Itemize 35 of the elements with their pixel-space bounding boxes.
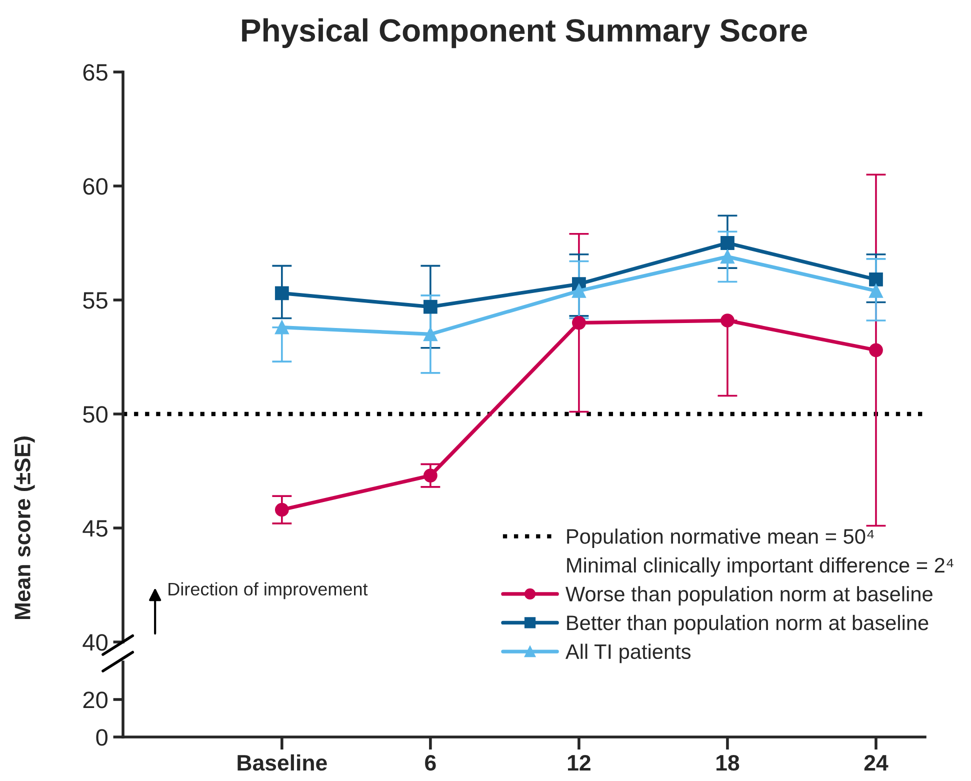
legend-label: Better than population norm at baseline [567, 614, 928, 634]
x-tick-label: 6 [425, 754, 436, 771]
point [274, 320, 289, 334]
y-axis-title: Mean score (±SE) [14, 436, 35, 620]
point [423, 468, 438, 483]
y-tick-label: 20 [83, 692, 108, 708]
y-tick-label: 50 [83, 406, 108, 423]
chart-title: Physical Component Summary Score [242, 18, 807, 48]
y-tick-label: 60 [83, 178, 108, 195]
point [274, 502, 289, 517]
y-tick-label: 40 [82, 634, 108, 651]
x-tick-label: 12 [568, 754, 590, 770]
y-tick-label: 0 [96, 729, 108, 746]
y-tick-label: 65 [83, 64, 108, 81]
point [720, 250, 734, 264]
annotation: Direction of improvement [168, 582, 368, 600]
x-tick-label: Baseline [238, 754, 327, 771]
point [869, 343, 883, 358]
point [572, 316, 586, 330]
legend-label: Worse than population norm at baseline [566, 586, 932, 606]
point [423, 327, 438, 342]
point [720, 314, 734, 328]
legend-label: Population normative mean = 50⁴ [567, 528, 874, 548]
legend-label: All TI patients [565, 644, 691, 664]
point [869, 284, 883, 298]
y-tick-label: 45 [82, 520, 108, 537]
y-tick-label: 55 [83, 292, 108, 309]
point [572, 284, 586, 298]
point [869, 272, 883, 286]
point [274, 286, 289, 300]
annotation: Minimal clinically important difference = 2⁴ [567, 557, 954, 577]
point [720, 236, 734, 250]
x-tick-label: 24 [864, 754, 888, 770]
x-tick-label: 18 [716, 754, 740, 771]
point [423, 300, 438, 314]
